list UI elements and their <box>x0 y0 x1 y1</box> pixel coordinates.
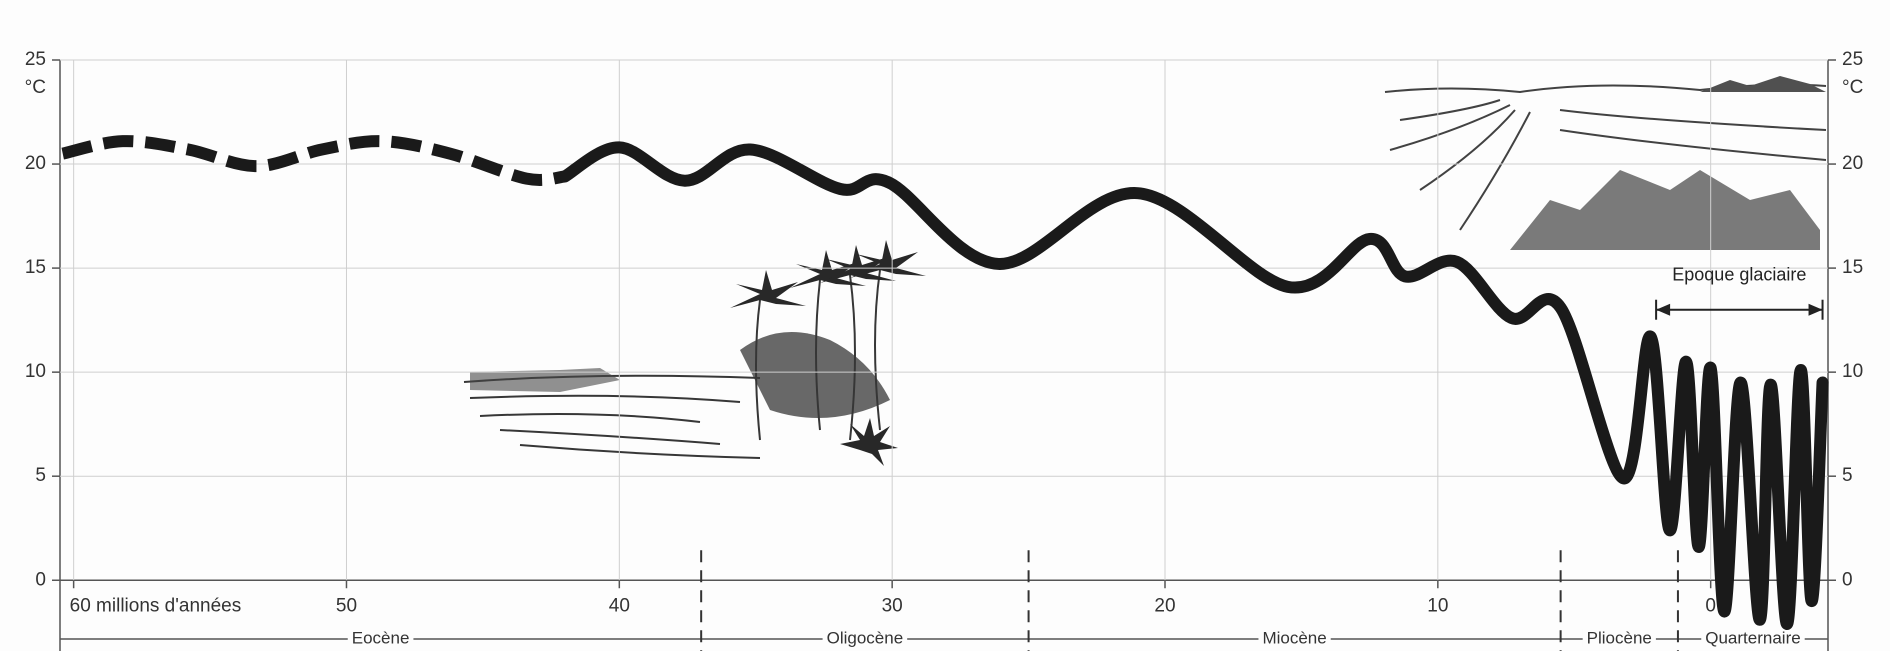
palm-crown <box>730 270 806 308</box>
y-unit-right: °C <box>1842 77 1863 98</box>
illustration-tropical <box>463 240 926 466</box>
y-tick-label: 0 <box>35 569 46 590</box>
epoch-label: Miocène <box>1262 628 1326 647</box>
small-palm <box>840 418 898 466</box>
temperature-line <box>558 141 1829 630</box>
x-tick-label: 30 <box>882 595 903 616</box>
epoch-label-bg <box>347 628 414 648</box>
epoch-label: Oligocène <box>827 628 904 647</box>
illustration-glacial <box>1384 76 1827 250</box>
annotation-text: Epoque glaciaire <box>1672 264 1806 284</box>
y-tick-label-right: 15 <box>1842 257 1863 278</box>
shore <box>470 368 620 392</box>
x-tick-label: 40 <box>609 595 630 616</box>
y-tick-label-right: 0 <box>1842 569 1853 590</box>
epoch-label-bg <box>1582 628 1656 648</box>
x-tick-label: 50 <box>336 595 357 616</box>
epoch-label: Eocène <box>352 628 410 647</box>
y-tick-label-right: 25 <box>1842 49 1863 70</box>
epoch-label-bg <box>1258 628 1331 648</box>
x-tick-label: 20 <box>1154 595 1175 616</box>
y-tick-label-right: 20 <box>1842 153 1863 174</box>
x-tick-label: 10 <box>1427 595 1448 616</box>
epoch-label-bg <box>822 628 908 648</box>
epoch-label: Pliocène <box>1587 628 1652 647</box>
epoch-label: Quarternaire <box>1705 628 1800 647</box>
palm-crown <box>820 245 896 283</box>
y-tick-label: 15 <box>25 257 46 278</box>
y-tick-label: 25 <box>25 49 46 70</box>
x-tick-label: 0 <box>1705 595 1716 616</box>
palm-crown <box>850 240 926 278</box>
y-tick-label-right: 5 <box>1842 465 1853 486</box>
glacier-lines <box>1389 99 1827 231</box>
temperature-line <box>61 135 566 186</box>
y-unit: °C <box>25 77 46 98</box>
y-tick-label-right: 10 <box>1842 361 1863 382</box>
x-tick-label: 60 millions d'années <box>70 595 242 616</box>
y-tick-label: 20 <box>25 153 46 174</box>
vegetation <box>740 332 890 418</box>
y-tick-label: 10 <box>25 361 46 382</box>
palm-crown <box>790 250 866 288</box>
peak <box>1700 76 1826 92</box>
epoch-label-bg <box>1701 628 1805 648</box>
rocks <box>1510 170 1820 250</box>
y-tick-label: 5 <box>35 465 46 486</box>
